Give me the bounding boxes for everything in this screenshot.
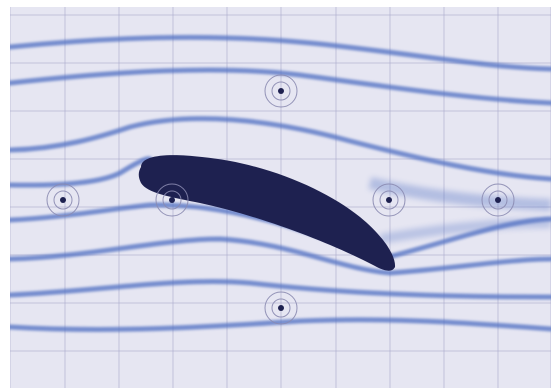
streamline [10, 67, 551, 106]
streamline [10, 34, 551, 72]
probe-dot [495, 197, 501, 203]
flow-visualization-svg [10, 7, 551, 388]
streamline [10, 116, 551, 182]
probe-ring-outer [155, 183, 189, 217]
airfoil-shape[interactable] [138, 155, 396, 271]
probe-ring-inner [379, 190, 399, 210]
probe-dot [278, 305, 284, 311]
streamline [10, 317, 551, 332]
probe-ring-inner [162, 190, 182, 210]
probe-layer [46, 74, 515, 325]
probe-marker[interactable] [264, 291, 298, 325]
probe-ring-inner [271, 298, 291, 318]
probe-marker[interactable] [46, 183, 80, 217]
probe-marker[interactable] [372, 183, 406, 217]
streamline [10, 156, 153, 188]
streamline [10, 236, 551, 276]
probe-marker[interactable] [481, 183, 515, 217]
wake-region [379, 218, 551, 244]
probe-ring-inner [488, 190, 508, 210]
probe-dot [278, 88, 284, 94]
flow-visualization-canvas[interactable] [10, 7, 551, 388]
probe-ring-outer [481, 183, 515, 217]
streamline [10, 279, 551, 300]
probe-ring-outer [264, 74, 298, 108]
probe-dot [60, 197, 66, 203]
probe-ring-inner [53, 190, 73, 210]
probe-marker[interactable] [155, 183, 189, 217]
probe-ring-inner [271, 81, 291, 101]
probe-ring-outer [372, 183, 406, 217]
probe-ring-outer [264, 291, 298, 325]
probe-marker[interactable] [264, 74, 298, 108]
probe-dot [169, 197, 175, 203]
wake-region [368, 177, 551, 211]
probe-dot [386, 197, 392, 203]
probe-ring-outer [46, 183, 80, 217]
